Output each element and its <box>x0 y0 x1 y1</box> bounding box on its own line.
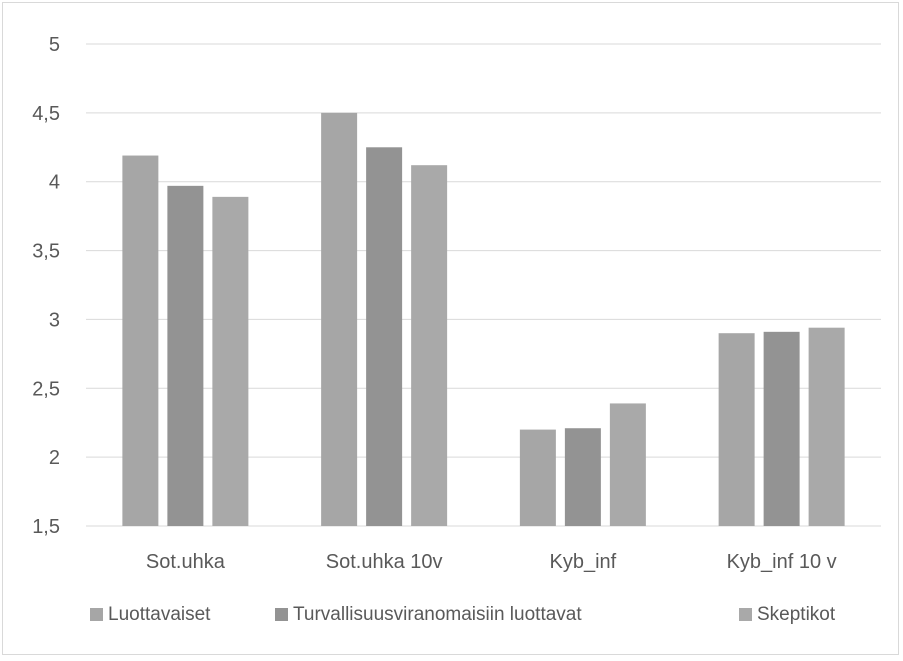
x-category-label: Sot.uhka 10v <box>326 551 443 573</box>
gridlines <box>86 43 881 527</box>
bar-2-3 <box>564 428 601 526</box>
y-tick-label: 4,5 <box>32 103 60 125</box>
y-tick-label: 2,5 <box>32 378 60 400</box>
bar-3-3 <box>609 403 646 526</box>
bar-3-2 <box>411 165 448 526</box>
bar-1-1 <box>122 155 159 526</box>
bar-chart: 5 4,5 4 3,5 3 2,5 2 1,5 Sot.uhka Sot.uhka 10v Kyb… <box>32 34 881 625</box>
y-axis-tick-labels: 5 4,5 4 3,5 3 2,5 2 1,5 <box>32 34 60 538</box>
legend-swatch <box>90 608 103 621</box>
legend-label: Turvallisuusviranomaisiin luottavat <box>293 604 582 625</box>
bars <box>122 112 845 527</box>
bar-3-1 <box>212 196 249 526</box>
bar-3-4 <box>808 327 845 526</box>
y-tick-label: 3,5 <box>32 241 60 263</box>
y-tick-label: 1,5 <box>32 516 60 538</box>
bar-1-2 <box>321 112 358 526</box>
legend-swatch <box>739 608 752 621</box>
legend-item: Skeptikot <box>739 604 836 625</box>
y-tick-label: 2 <box>49 447 60 469</box>
legend: Luottavaiset Turvallisuusviranomaisiin lu… <box>90 604 836 625</box>
x-category-label: Sot.uhka <box>146 551 226 573</box>
x-category-label: Kyb_inf 10 v <box>727 551 837 573</box>
legend-label: Skeptikot <box>757 604 836 625</box>
legend-item: Turvallisuusviranomaisiin luottavat <box>275 604 582 625</box>
y-tick-label: 5 <box>49 34 60 56</box>
legend-item: Luottavaiset <box>90 604 211 625</box>
bar-2-4 <box>763 331 800 526</box>
bar-2-1 <box>167 185 204 527</box>
x-axis-category-labels: Sot.uhka Sot.uhka 10v Kyb_inf Kyb_inf 10 v <box>146 551 837 573</box>
bar-1-3 <box>519 429 556 526</box>
legend-label: Luottavaiset <box>108 604 211 625</box>
y-tick-label: 3 <box>49 309 60 331</box>
bar-1-4 <box>718 333 755 526</box>
bar-2-2 <box>366 147 403 527</box>
y-tick-label: 4 <box>49 172 60 194</box>
x-category-label: Kyb_inf <box>550 551 617 573</box>
legend-swatch <box>275 608 288 621</box>
